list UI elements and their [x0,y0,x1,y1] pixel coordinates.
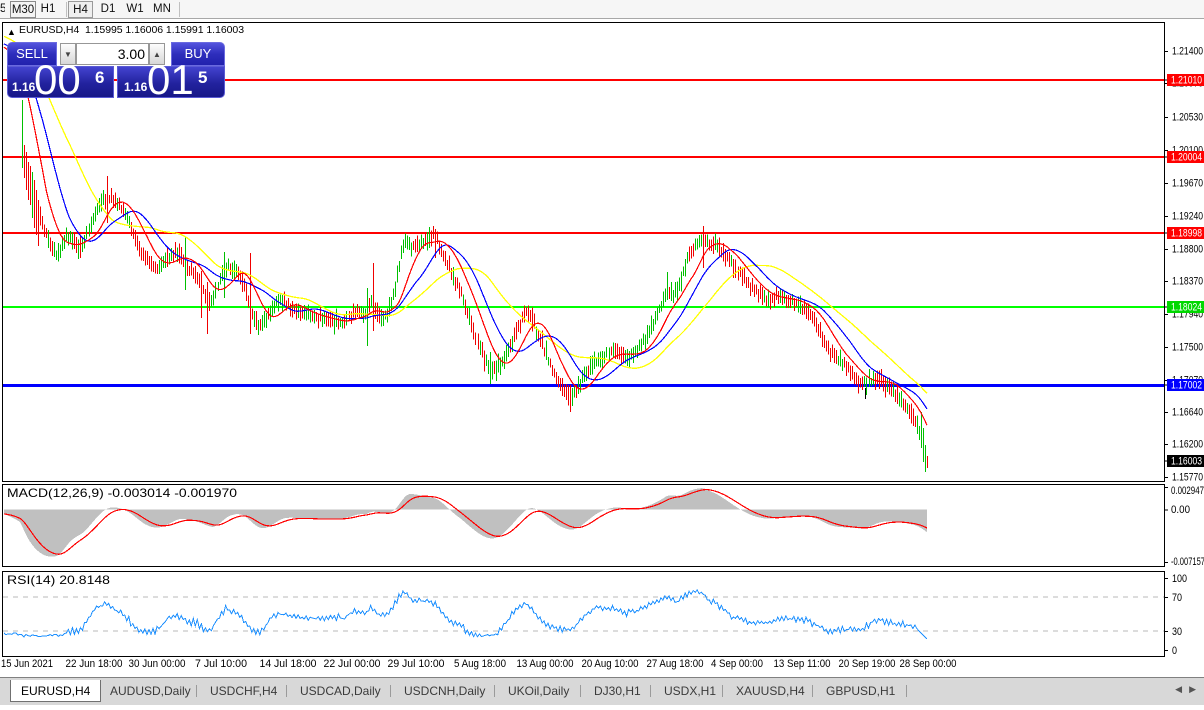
svg-text:27 Aug 18:00: 27 Aug 18:00 [647,658,704,670]
svg-text:1.19240: 1.19240 [1172,211,1203,223]
svg-text:1.15770: 1.15770 [1172,472,1203,484]
svg-text:1.16640: 1.16640 [1172,407,1203,419]
svg-text:0: 0 [1172,645,1177,657]
svg-text:1.21010: 1.21010 [1171,75,1202,87]
svg-text:14 Jul 18:00: 14 Jul 18:00 [260,658,317,670]
svg-text:30: 30 [1172,626,1182,638]
svg-text:15 Jun 2021: 15 Jun 2021 [1,658,53,670]
svg-text:1.19670: 1.19670 [1172,178,1203,190]
svg-text:5 Aug 18:00: 5 Aug 18:00 [454,658,506,670]
svg-text:RSI(14) 20.8148: RSI(14) 20.8148 [7,573,110,587]
svg-text:1.21400: 1.21400 [1172,46,1203,58]
svg-text:22 Jun 18:00: 22 Jun 18:00 [66,658,123,670]
svg-text:MACD(12,26,9) -0.003014 -0.001: MACD(12,26,9) -0.003014 -0.001970 [7,486,237,500]
svg-text:13 Sep 11:00: 13 Sep 11:00 [774,658,831,670]
svg-text:1.16003: 1.16003 [1171,456,1202,468]
svg-text:4 Sep 00:00: 4 Sep 00:00 [711,658,763,670]
svg-text:1.20004: 1.20004 [1171,152,1202,164]
svg-text:22 Jul 00:00: 22 Jul 00:00 [324,658,381,670]
svg-text:0.00: 0.00 [1171,504,1190,516]
svg-text:20 Aug 10:00: 20 Aug 10:00 [582,658,639,670]
svg-text:28 Sep 00:00: 28 Sep 00:00 [900,658,957,670]
svg-text:20 Sep 19:00: 20 Sep 19:00 [839,658,896,670]
svg-text:1.18800: 1.18800 [1172,244,1203,256]
svg-text:13 Aug 00:00: 13 Aug 00:00 [517,658,574,670]
svg-text:1.18998: 1.18998 [1171,228,1202,240]
svg-text:1.20530: 1.20530 [1172,112,1203,124]
svg-text:1.18024: 1.18024 [1171,302,1202,314]
svg-text:7 Jul 10:00: 7 Jul 10:00 [195,658,247,670]
svg-text:1.17002: 1.17002 [1171,380,1202,392]
svg-text:70: 70 [1172,592,1182,604]
svg-text:100: 100 [1172,573,1187,585]
svg-text:1.16200: 1.16200 [1172,439,1203,451]
svg-text:1.17500: 1.17500 [1172,342,1203,354]
svg-text:-0.007157: -0.007157 [1171,556,1204,568]
svg-text:29 Jul 10:00: 29 Jul 10:00 [388,658,445,670]
svg-text:0.002947: 0.002947 [1171,485,1204,497]
svg-text:30 Jun 00:00: 30 Jun 00:00 [129,658,186,670]
svg-text:1.18370: 1.18370 [1172,276,1203,288]
